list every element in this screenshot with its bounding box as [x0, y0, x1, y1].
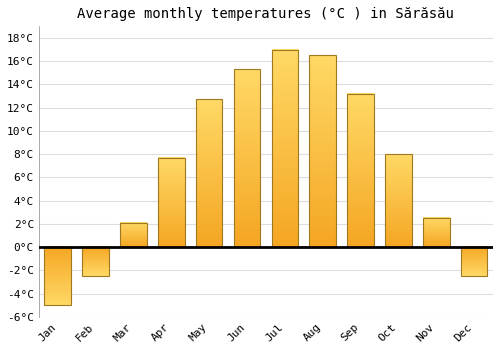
Bar — [272, 49, 298, 247]
Bar — [461, 247, 487, 276]
Bar — [82, 247, 109, 276]
Title: Average monthly temperatures (°C ) in Sărăsău: Average monthly temperatures (°C ) in Să… — [78, 7, 454, 21]
Bar — [196, 99, 222, 247]
Bar — [385, 154, 411, 247]
Bar — [234, 69, 260, 247]
Bar — [310, 55, 336, 247]
Bar — [44, 247, 71, 305]
Bar — [158, 158, 184, 247]
Bar — [120, 223, 146, 247]
Bar — [348, 94, 374, 247]
Bar — [423, 218, 450, 247]
